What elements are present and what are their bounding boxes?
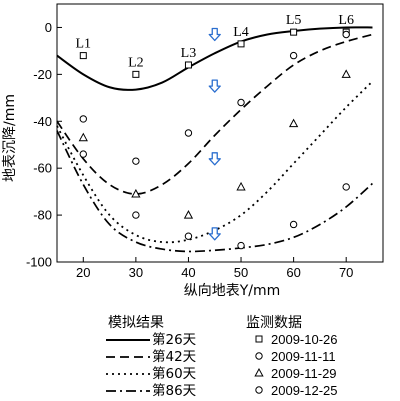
station-label: L5 bbox=[286, 13, 302, 28]
y-tick-label: -40 bbox=[33, 114, 52, 129]
measured-point-3 bbox=[183, 210, 194, 219]
measured-point-3 bbox=[78, 132, 88, 142]
x-tick-label: 40 bbox=[181, 265, 195, 280]
legend-label-simulated: 第86天 bbox=[152, 382, 197, 399]
measured-point-1 bbox=[132, 70, 140, 78]
measured-point-4 bbox=[342, 183, 350, 191]
y-tick-label: -20 bbox=[33, 67, 52, 82]
plot-content: L1 L2 L3 L4 L5 L6 bbox=[56, 13, 374, 253]
legend-label-measured: 2009-11-29 bbox=[271, 366, 337, 381]
measured-point-2 bbox=[79, 115, 87, 123]
down-arrow-icon bbox=[208, 27, 221, 42]
station-label: L2 bbox=[128, 55, 144, 70]
measured-point-2 bbox=[184, 129, 193, 137]
measured-point-2 bbox=[237, 98, 245, 107]
legend-title-measured: 监测数据 bbox=[246, 315, 302, 331]
x-axis-title: 纵向地表Y/mm bbox=[184, 283, 281, 299]
legend-label-simulated: 第60天 bbox=[152, 365, 197, 382]
legend-marker-4 bbox=[255, 386, 263, 394]
station-label: L3 bbox=[181, 46, 197, 61]
y-tick-label: 0 bbox=[45, 20, 52, 35]
measured-point-1 bbox=[290, 28, 298, 36]
legend-label-simulated: 第42天 bbox=[152, 348, 197, 365]
measured-point-4 bbox=[79, 150, 87, 158]
y-tick-label: -100 bbox=[26, 255, 52, 270]
x-tick-label: 60 bbox=[286, 265, 300, 280]
simulated-curve-3 bbox=[56, 80, 374, 244]
simulated-curve-4 bbox=[56, 130, 374, 253]
measured-point-4 bbox=[132, 211, 140, 219]
measured-point-4 bbox=[184, 232, 193, 240]
plot-frame bbox=[56, 3, 384, 263]
y-tick-label: -80 bbox=[33, 208, 52, 223]
measured-point-4 bbox=[237, 241, 245, 250]
legend-label-measured: 2009-11-11 bbox=[271, 349, 336, 364]
legend-label-measured: 2009-10-26 bbox=[271, 332, 338, 347]
station-label: L1 bbox=[76, 37, 92, 52]
down-arrow-icon bbox=[208, 79, 221, 93]
station-label: L4 bbox=[233, 25, 249, 40]
legend-label-simulated: 第26天 bbox=[152, 331, 197, 348]
y-axis-title: 地表沉降/mm bbox=[2, 94, 18, 182]
measured-point-3 bbox=[341, 69, 351, 78]
measured-point-2 bbox=[289, 51, 298, 60]
measured-point-1 bbox=[237, 40, 245, 48]
legend-marker-1 bbox=[255, 335, 263, 343]
station-label: L6 bbox=[338, 13, 354, 28]
x-tick-label: 20 bbox=[76, 265, 90, 280]
measured-point-3 bbox=[288, 118, 299, 128]
y-tick-label: -60 bbox=[33, 161, 52, 176]
measured-point-1 bbox=[79, 52, 87, 60]
legend-marker-2 bbox=[255, 352, 263, 360]
measured-point-3 bbox=[236, 181, 246, 191]
measured-point-4 bbox=[289, 220, 298, 229]
measured-point-2 bbox=[342, 30, 350, 39]
x-tick-label: 70 bbox=[339, 265, 353, 280]
down-arrow-icon bbox=[208, 227, 221, 241]
x-axis-ticks: 20 30 40 50 60 70 bbox=[76, 257, 353, 280]
legend-label-measured: 2009-12-25 bbox=[271, 383, 338, 398]
legend-marker-3 bbox=[254, 367, 264, 377]
measured-point-3 bbox=[131, 188, 141, 198]
measured-point-2 bbox=[132, 157, 140, 165]
legend-title-simulated: 模拟结果 bbox=[108, 315, 164, 331]
measured-point-1 bbox=[184, 61, 192, 69]
x-tick-label: 50 bbox=[234, 265, 248, 280]
down-arrow-icon bbox=[208, 152, 221, 166]
x-tick-label: 30 bbox=[129, 265, 143, 280]
simulated-curve-1 bbox=[56, 26, 373, 91]
simulated-curve-2 bbox=[56, 33, 373, 195]
y-axis-ticks: 0 -20 -40 -60 -80 -100 bbox=[26, 20, 62, 270]
